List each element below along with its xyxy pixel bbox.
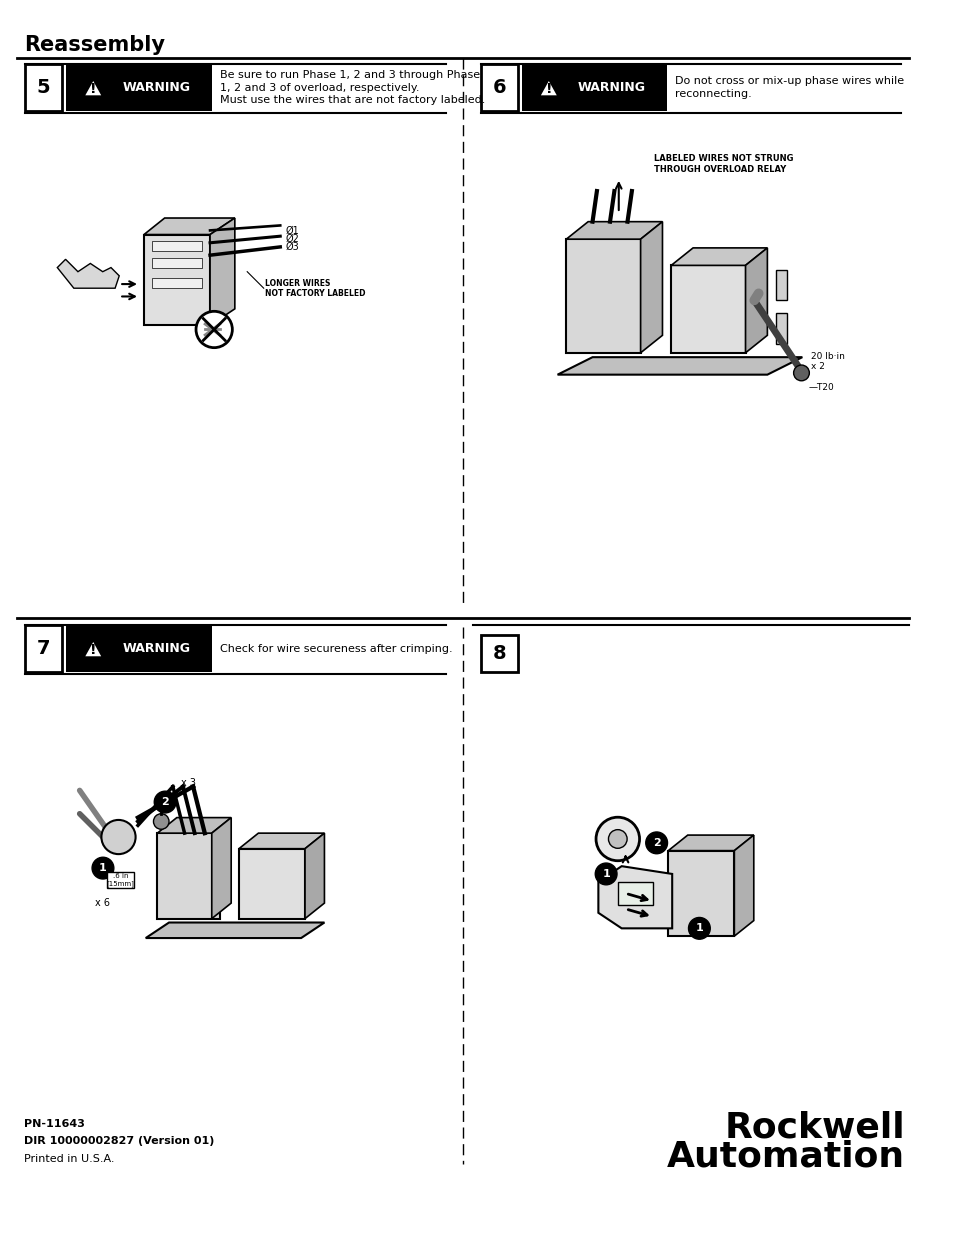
Bar [776,269,786,300]
Text: 2: 2 [652,837,659,848]
Bar [618,882,652,905]
Polygon shape [84,79,103,96]
Text: WARNING: WARNING [578,82,645,94]
Polygon shape [146,923,324,939]
Polygon shape [157,818,231,834]
Polygon shape [144,219,234,235]
Bar [66,64,212,111]
Polygon shape [212,818,231,919]
Polygon shape [84,640,103,657]
Text: 6: 6 [492,78,506,98]
Text: reconnecting.: reconnecting. [675,89,751,99]
Circle shape [596,818,639,861]
Text: 1: 1 [99,863,107,873]
Bar [66,625,212,672]
Circle shape [645,832,667,853]
Text: Check for wire secureness after crimping.: Check for wire secureness after crimping… [219,643,452,653]
Circle shape [688,918,710,940]
Text: 20 lb·in
x 2: 20 lb·in x 2 [810,352,844,372]
Bar [238,848,305,919]
Text: LONGER WIRES
NOT FACTORY LABELED: LONGER WIRES NOT FACTORY LABELED [264,279,365,298]
Bar [671,266,744,353]
Text: Reassembly: Reassembly [24,35,165,56]
Text: 1: 1 [695,924,702,934]
Text: —T20: —T20 [807,383,833,393]
Bar [144,235,210,325]
Text: Ø1: Ø1 [285,226,298,236]
Bar [566,240,640,353]
Text: WARNING: WARNING [122,642,191,655]
Text: DIR 10000002827 (Version 01): DIR 10000002827 (Version 01) [24,1136,214,1146]
Bar [668,851,734,936]
Text: .6 in
[15mm]: .6 in [15mm] [107,873,134,887]
Text: Be sure to run Phase 1, 2 and 3 through Phase: Be sure to run Phase 1, 2 and 3 through … [219,70,479,80]
Bar [107,872,134,888]
Text: 5: 5 [37,78,51,98]
Text: Ø3: Ø3 [285,242,298,252]
Text: !: ! [90,82,96,95]
Circle shape [595,863,617,884]
Text: 2: 2 [161,797,169,806]
Text: PN-11643: PN-11643 [24,1119,85,1129]
Polygon shape [557,357,801,374]
Polygon shape [671,248,766,266]
Text: 7: 7 [37,638,51,658]
Text: Do not cross or mix-up phase wires while: Do not cross or mix-up phase wires while [675,77,903,86]
Circle shape [92,857,113,879]
Text: Printed in U.S.A.: Printed in U.S.A. [24,1153,114,1163]
Polygon shape [734,835,753,936]
Polygon shape [538,79,558,96]
Bar [480,635,517,672]
Circle shape [793,366,808,380]
Circle shape [154,792,175,813]
Text: Ø2: Ø2 [285,233,298,243]
Polygon shape [238,834,324,848]
Polygon shape [598,866,672,929]
Polygon shape [210,219,234,325]
Bar [157,834,219,919]
Text: 8: 8 [492,643,506,663]
Bar [152,241,202,251]
Circle shape [195,311,233,348]
Text: x 6: x 6 [95,898,111,908]
Text: Rockwell: Rockwell [724,1110,904,1145]
Bar [25,625,62,672]
Polygon shape [57,259,119,288]
Text: Must use the wires that are not factory labeled.: Must use the wires that are not factory … [219,95,484,105]
Bar [152,258,202,268]
Circle shape [608,830,626,848]
Text: Automation: Automation [666,1140,904,1173]
Text: 1: 1 [601,869,609,879]
Bar [152,278,202,288]
Bar [776,314,786,345]
Text: 1, 2 and 3 of overload, respectively.: 1, 2 and 3 of overload, respectively. [219,83,418,93]
Polygon shape [744,248,766,353]
Polygon shape [640,221,661,353]
Circle shape [153,814,169,829]
Text: x 3: x 3 [180,778,195,788]
Text: WARNING: WARNING [122,82,191,94]
Polygon shape [305,834,324,919]
Text: !: ! [545,82,552,95]
Polygon shape [668,835,753,851]
Text: !: ! [90,642,96,657]
Bar [25,64,62,111]
Polygon shape [566,221,661,240]
Text: LABELED WIRES NOT STRUNG
THROUGH OVERLOAD RELAY: LABELED WIRES NOT STRUNG THROUGH OVERLOA… [653,154,792,174]
Circle shape [101,820,135,855]
Bar [521,64,667,111]
Bar [480,64,517,111]
